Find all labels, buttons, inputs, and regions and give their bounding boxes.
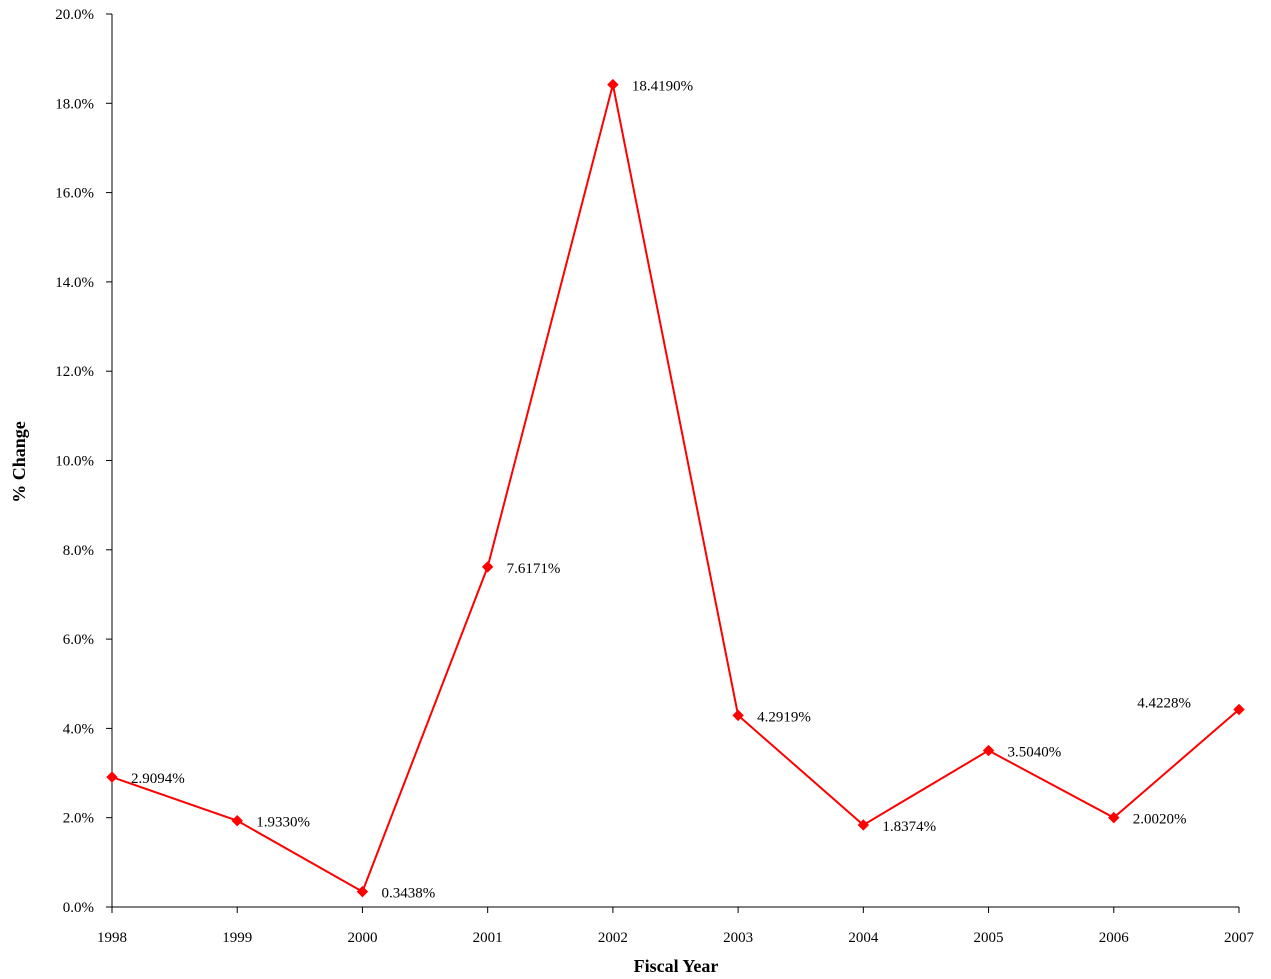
- y-tick-label: 10.0%: [55, 454, 94, 470]
- y-tick-label: 2.0%: [63, 811, 94, 827]
- data-point-marker: [1233, 703, 1245, 716]
- x-tick-label: 2007: [1224, 930, 1255, 946]
- y-tick-label: 14.0%: [55, 275, 94, 291]
- data-point-marker: [481, 561, 494, 573]
- data-point-marker: [982, 744, 995, 757]
- data-label: 2.0020%: [1133, 812, 1187, 828]
- data-point-marker: [106, 771, 118, 783]
- data-label: 4.2919%: [757, 709, 811, 725]
- data-point-marker: [607, 78, 619, 91]
- x-tick-label: 1999: [222, 930, 252, 946]
- y-tick-label: 0.0%: [63, 900, 94, 916]
- data-label: 4.4228%: [1137, 696, 1191, 712]
- x-tick-label: 2006: [1099, 930, 1130, 946]
- y-tick-label: 8.0%: [63, 543, 94, 559]
- plot-area: 2.9094% 1.9330% 0.3438% 7.6171% 18.4190% 4.29…: [106, 78, 1245, 902]
- x-tick-label: 2003: [723, 930, 753, 946]
- data-point-marker: [857, 819, 870, 831]
- data-label: 18.4190%: [632, 79, 693, 95]
- series-line: [111, 84, 1240, 894]
- y-tick-label: 16.0%: [55, 186, 94, 202]
- y-tick-label: 6.0%: [63, 632, 94, 648]
- y-tick-label: 4.0%: [63, 721, 94, 737]
- data-point-marker: [356, 885, 369, 898]
- x-tick-label: 2001: [473, 930, 503, 946]
- x-tick-label: 2000: [347, 930, 377, 946]
- data-point-marker: [732, 709, 744, 722]
- x-tick-label: 1998: [97, 930, 127, 946]
- y-tick-label: 18.0%: [55, 96, 94, 112]
- x-tick-label: 2002: [598, 930, 628, 946]
- data-label: 0.3438%: [381, 886, 435, 902]
- data-label: 2.9094%: [131, 771, 185, 787]
- x-axis: 1998 1999 2000 2001 2002 2003 2004 2005 2006 2007: [97, 906, 1255, 946]
- y-tick-label: 12.0%: [55, 364, 94, 380]
- x-axis-title: Fiscal Year: [634, 956, 719, 976]
- y-tick-label: 20.0%: [55, 7, 94, 23]
- data-label: 7.6171%: [507, 561, 561, 577]
- y-axis: 0.0% 2.0% 4.0% 6.0% 8.0% 10.0% 12.0% 14.0% 16.0%…: [55, 7, 113, 916]
- data-point-marker: [1108, 811, 1120, 824]
- data-label: 1.9330%: [256, 815, 310, 831]
- y-axis-title: % Change: [9, 421, 29, 503]
- data-label: 1.8374%: [882, 819, 936, 835]
- x-tick-label: 2004: [848, 930, 879, 946]
- x-tick-label: 2005: [974, 930, 1004, 946]
- data-point-marker: [231, 814, 243, 827]
- data-label: 3.5040%: [1008, 745, 1062, 761]
